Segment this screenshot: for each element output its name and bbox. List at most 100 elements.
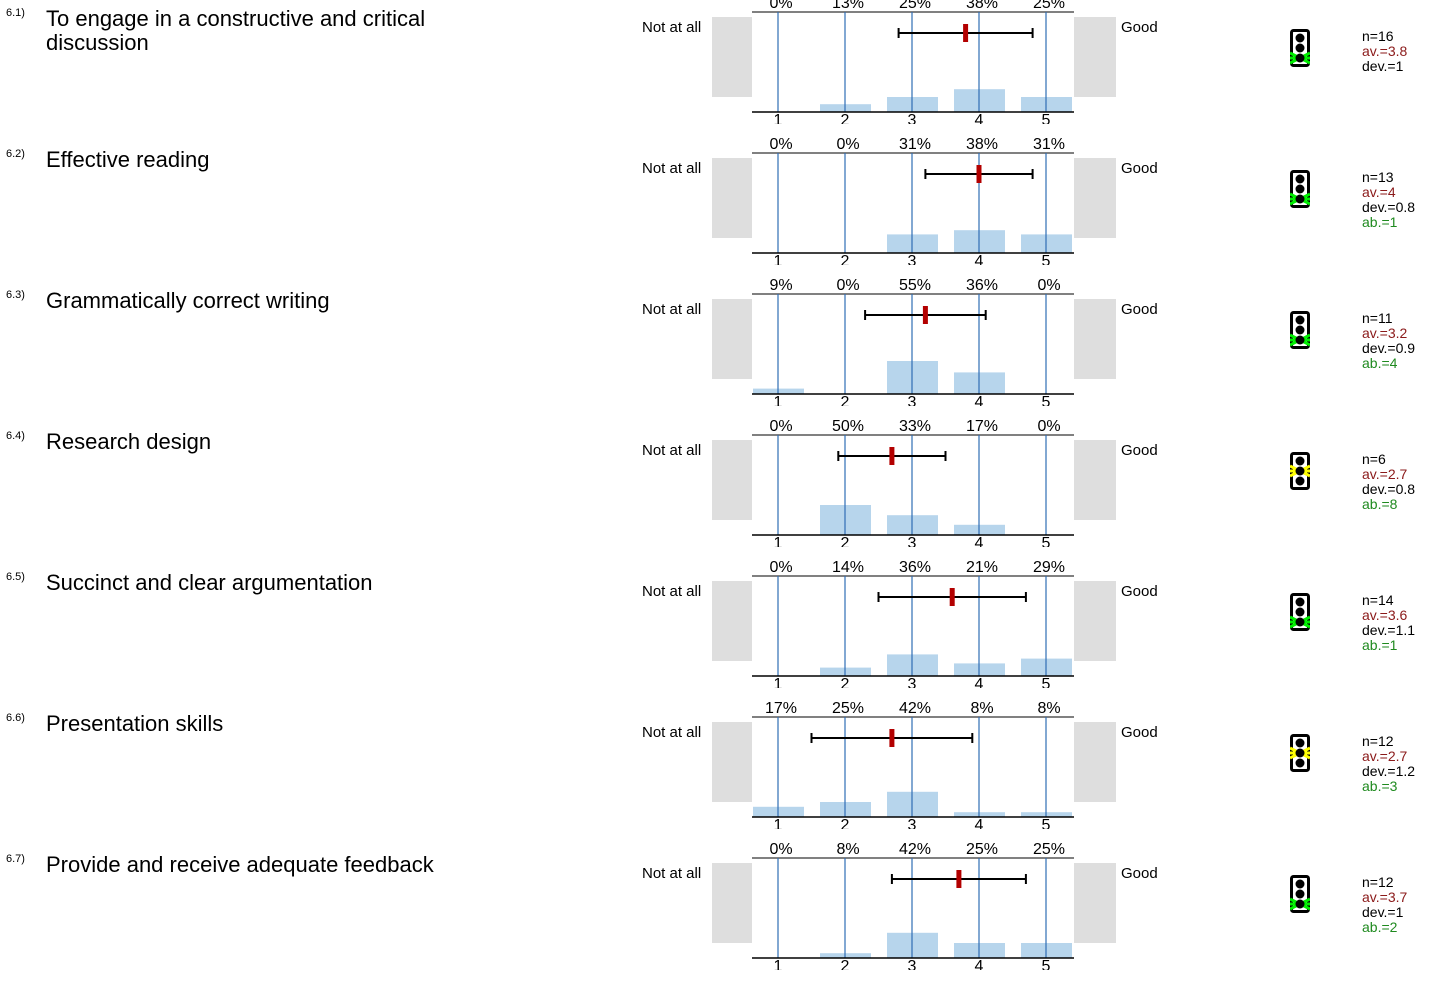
- scale-right-label: Good: [1121, 442, 1158, 459]
- percent-label: 13%: [832, 0, 864, 12]
- tick-label: 2: [841, 394, 850, 406]
- question-number: 6.1): [6, 7, 25, 19]
- stat-n: n=16: [1362, 28, 1394, 44]
- question-row: 6.6) Presentation skills Not at all Good 17%…: [0, 700, 1438, 842]
- tick-label: 3: [908, 676, 917, 688]
- percent-label: 0%: [1037, 278, 1060, 294]
- scale-band-right: [1074, 299, 1116, 379]
- percent-label: 17%: [966, 419, 998, 435]
- question-row: 6.4) Research design Not at all Good 0% 50% 33…: [0, 418, 1438, 560]
- stat-abstentions: ab.=8: [1362, 496, 1398, 512]
- stat-average: av.=3.7: [1362, 889, 1408, 905]
- percent-label: 17%: [765, 701, 797, 717]
- scale-band-left: [712, 722, 752, 802]
- distribution-svg: 0% 50% 33% 17% 0% 1 2 3 4 5: [752, 418, 1074, 552]
- tick-label: 2: [841, 676, 850, 688]
- question-number: 6.5): [6, 571, 25, 583]
- percent-label: 55%: [899, 278, 931, 294]
- percent-label: 8%: [970, 701, 993, 717]
- percent-label: 14%: [832, 560, 864, 576]
- stat-deviation: dev.=0.9: [1362, 340, 1416, 356]
- tick-label: 3: [908, 394, 917, 406]
- scale-left-label: Not at all: [642, 442, 702, 459]
- stat-deviation: dev.=1: [1362, 904, 1404, 920]
- stat-abstentions: ab.=4: [1362, 355, 1398, 371]
- mean-marker: [922, 306, 928, 324]
- percent-label: 29%: [1033, 560, 1065, 576]
- percent-label: 31%: [1033, 137, 1065, 153]
- scale-band-left: [712, 581, 752, 661]
- percent-label: 0%: [769, 560, 792, 576]
- tick-label: 1: [774, 112, 783, 124]
- mean-marker: [889, 729, 895, 747]
- question-row: 6.2) Effective reading Not at all Good 0% 0% 3…: [0, 136, 1438, 278]
- tick-label: 1: [774, 817, 783, 829]
- distribution-svg: 0% 13% 25% 38% 25% 1 2 3 4 5: [752, 0, 1074, 129]
- scale-left-label: Not at all: [642, 865, 702, 882]
- distribution-chart: 0% 8% 42% 25% 25% 1 2 3 4 5: [752, 841, 1074, 975]
- percent-label: 25%: [966, 842, 998, 858]
- tick-label: 1: [774, 676, 783, 688]
- tick-label: 5: [1042, 676, 1051, 688]
- tick-label: 3: [908, 817, 917, 829]
- percent-label: 9%: [769, 278, 792, 294]
- mean-marker: [976, 165, 982, 183]
- stat-deviation: dev.=0.8: [1362, 481, 1416, 497]
- distribution-chart: 0% 14% 36% 21% 29% 1 2 3 4 5: [752, 559, 1074, 693]
- stat-n: n=6: [1362, 451, 1386, 467]
- stat-average: av.=3.8: [1362, 43, 1408, 59]
- scale-band-right: [1074, 863, 1116, 943]
- stat-deviation: dev.=0.8: [1362, 199, 1416, 215]
- scale-right-label: Good: [1121, 865, 1158, 882]
- question-text: Research design: [46, 429, 212, 454]
- scale-band-right: [1074, 581, 1116, 661]
- traffic-light-icon: [1289, 593, 1311, 636]
- stat-abstentions: ab.=1: [1362, 214, 1398, 230]
- tick-label: 2: [841, 253, 850, 265]
- scale-left-label: Not at all: [642, 724, 702, 741]
- question-text: To engage in a constructive and critical…: [46, 6, 426, 55]
- stat-abstentions: ab.=3: [1362, 778, 1398, 794]
- stat-n: n=12: [1362, 733, 1394, 749]
- question-number: 6.6): [6, 712, 25, 724]
- percent-label: 0%: [836, 278, 859, 294]
- percent-label: 38%: [966, 137, 998, 153]
- stat-average: av.=4: [1362, 184, 1396, 200]
- tick-label: 4: [975, 394, 984, 406]
- percent-label: 25%: [832, 701, 864, 717]
- percent-label: 0%: [769, 419, 792, 435]
- mean-marker: [956, 870, 962, 888]
- question-row: 6.7) Provide and receive adequate feedbac…: [0, 841, 1438, 983]
- distribution-chart: 0% 13% 25% 38% 25% 1 2 3 4 5: [752, 0, 1074, 129]
- tick-label: 4: [975, 676, 984, 688]
- stat-average: av.=3.2: [1362, 325, 1408, 341]
- distribution-svg: 0% 14% 36% 21% 29% 1 2 3 4 5: [752, 559, 1074, 693]
- stats-block: n=14 av.=3.6 dev.=1.1 ab.=1: [1362, 593, 1415, 653]
- tick-label: 5: [1042, 535, 1051, 547]
- tick-label: 1: [774, 535, 783, 547]
- percent-label: 38%: [966, 0, 998, 12]
- traffic-light-icon: [1289, 170, 1311, 213]
- percent-label: 31%: [899, 137, 931, 153]
- mean-marker: [963, 24, 969, 42]
- stat-deviation: dev.=1: [1362, 58, 1404, 74]
- scale-band-right: [1074, 440, 1116, 520]
- stat-average: av.=2.7: [1362, 748, 1408, 764]
- question-text: Effective reading: [46, 147, 210, 172]
- tick-label: 4: [975, 535, 984, 547]
- tick-label: 2: [841, 817, 850, 829]
- tick-label: 3: [908, 253, 917, 265]
- tick-label: 2: [841, 535, 850, 547]
- percent-label: 8%: [836, 842, 859, 858]
- tick-label: 4: [975, 817, 984, 829]
- question-text: Grammatically correct writing: [46, 288, 330, 313]
- scale-band-right: [1074, 158, 1116, 238]
- scale-right-label: Good: [1121, 301, 1158, 318]
- percent-label: 36%: [899, 560, 931, 576]
- percent-label: 42%: [899, 842, 931, 858]
- tick-label: 4: [975, 112, 984, 124]
- scale-left-label: Not at all: [642, 160, 702, 177]
- stats-block: n=11 av.=3.2 dev.=0.9 ab.=4: [1362, 311, 1415, 371]
- scale-right-label: Good: [1121, 583, 1158, 600]
- stats-block: n=12 av.=3.7 dev.=1 ab.=2: [1362, 875, 1407, 935]
